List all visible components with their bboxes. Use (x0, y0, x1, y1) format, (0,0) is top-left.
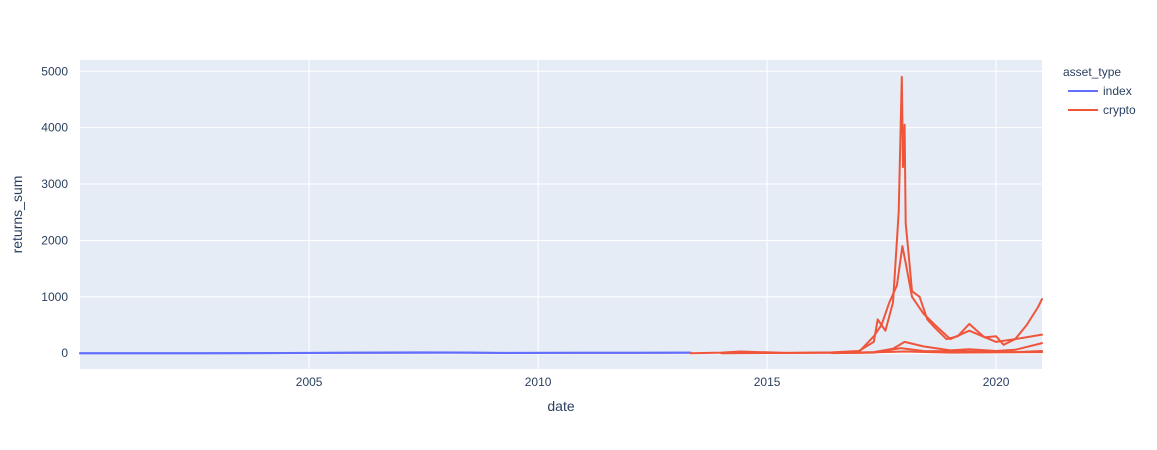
series-line-crypto[interactable] (720, 350, 1043, 355)
series-layer (79, 75, 1043, 355)
y-tick-label: 2000 (41, 233, 68, 247)
x-tick-labels: 2005 2010 2015 2020 (296, 375, 1010, 389)
x-tick-label: 2020 (983, 375, 1010, 389)
y-tick-label: 0 (61, 346, 68, 360)
legend-label: index (1103, 84, 1132, 98)
legend-item-crypto[interactable]: crypto (1068, 103, 1136, 117)
y-tick-label: 4000 (41, 121, 68, 135)
series-line-crypto[interactable] (830, 245, 1043, 354)
y-tick-label: 5000 (41, 64, 68, 78)
y-tick-label: 1000 (41, 290, 68, 304)
legend-label: crypto (1103, 103, 1136, 117)
x-tick-label: 2015 (754, 375, 781, 389)
x-tick-label: 2010 (525, 375, 552, 389)
x-axis-label: date (547, 398, 574, 414)
y-tick-labels: 0 1000 2000 3000 4000 5000 (41, 64, 68, 360)
legend[interactable]: asset_type index crypto (1063, 65, 1136, 117)
legend-title: asset_type (1063, 65, 1121, 79)
plot-area (80, 60, 1042, 369)
x-tick-label: 2005 (296, 375, 323, 389)
y-tick-label: 3000 (41, 177, 68, 191)
legend-item-index[interactable]: index (1068, 84, 1132, 98)
series-line-index[interactable] (79, 351, 692, 355)
y-axis-label: returns_sum (9, 176, 25, 254)
